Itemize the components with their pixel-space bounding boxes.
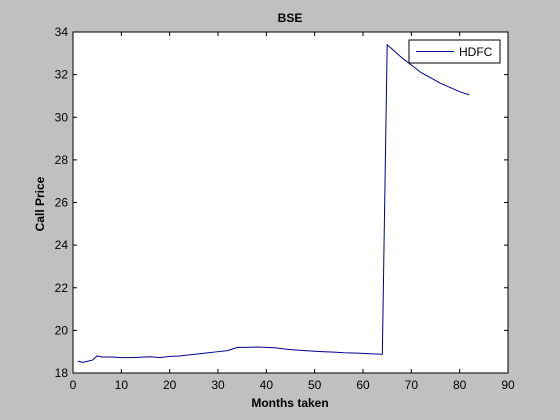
legend: HDFC <box>408 39 501 64</box>
x-tick-label: 50 <box>308 378 322 392</box>
ticks-layer: 0 10 20 30 40 50 60 70 80 90 18 20 22 24 26 28 30 32 34 <box>55 25 515 392</box>
legend-label: HDFC <box>459 45 493 59</box>
x-tick-label: 40 <box>260 378 274 392</box>
chart-title: BSE <box>278 11 303 25</box>
x-tick-label: 80 <box>453 378 467 392</box>
y-tick-label: 24 <box>55 238 69 252</box>
series-line-hdfc <box>77 43 470 363</box>
x-tick-label: 60 <box>356 378 370 392</box>
y-tick-label: 30 <box>55 110 69 124</box>
y-tick-label: 34 <box>55 25 69 39</box>
y-axis-label: Call Price <box>33 176 47 231</box>
axes-frame <box>72 31 509 374</box>
x-tick-label: 10 <box>115 378 129 392</box>
x-axis-label: Months taken <box>251 396 328 410</box>
lines-layer <box>77 43 470 363</box>
x-tick-label: 0 <box>70 378 77 392</box>
x-tick-label: 30 <box>211 378 225 392</box>
axes-background <box>73 32 508 373</box>
y-tick-label: 28 <box>55 153 69 167</box>
x-tick-label: 90 <box>501 378 515 392</box>
y-tick-label: 32 <box>55 68 69 82</box>
y-tick-label: 18 <box>55 366 69 380</box>
legend-box <box>408 39 501 64</box>
y-tick-label: 22 <box>55 281 69 295</box>
x-tick-label: 70 <box>405 378 419 392</box>
x-tick-label: 20 <box>163 378 177 392</box>
y-tick-label: 26 <box>55 196 69 210</box>
y-tick-label: 20 <box>55 323 69 337</box>
